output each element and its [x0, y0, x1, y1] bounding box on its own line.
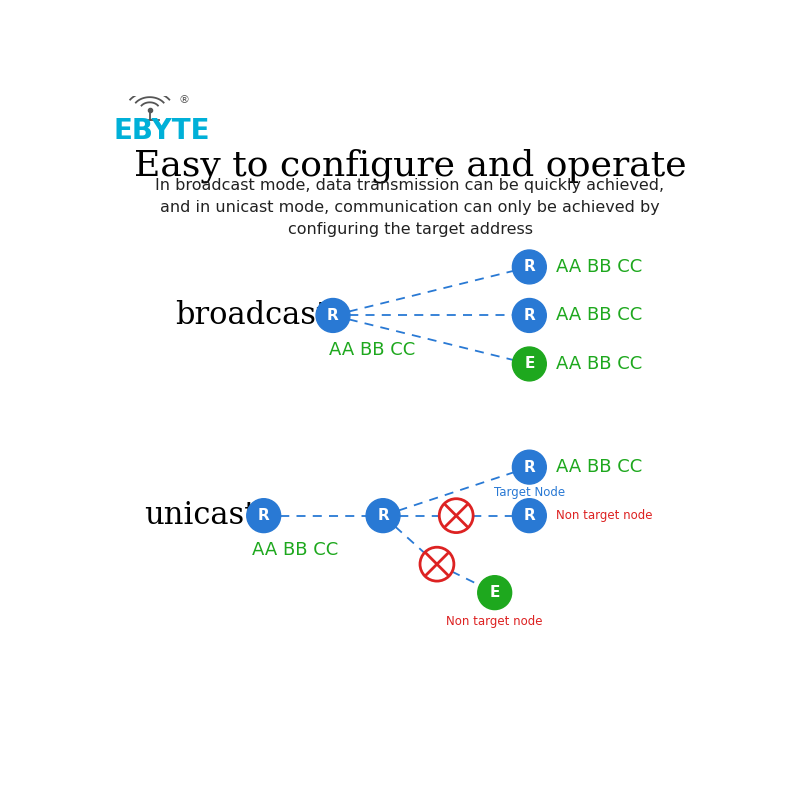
Text: In broadcast mode, data transmission can be quickly achieved,
and in unicast mod: In broadcast mode, data transmission can… — [155, 178, 665, 238]
Circle shape — [439, 498, 473, 533]
Text: R: R — [523, 308, 535, 323]
Text: R: R — [258, 508, 270, 523]
Text: ®: ® — [179, 95, 190, 105]
Text: Non target node: Non target node — [446, 615, 543, 629]
Text: R: R — [377, 508, 389, 523]
Text: AA BB CC: AA BB CC — [556, 355, 642, 373]
Text: E: E — [490, 585, 500, 600]
Circle shape — [246, 498, 281, 533]
Text: Non target node: Non target node — [556, 509, 653, 522]
Text: AA BB CC: AA BB CC — [252, 542, 338, 559]
Text: AA BB CC: AA BB CC — [556, 306, 642, 325]
Text: AA BB CC: AA BB CC — [556, 258, 642, 276]
Circle shape — [513, 450, 546, 484]
Text: EBYTE: EBYTE — [114, 117, 210, 145]
Circle shape — [478, 576, 512, 610]
Text: E: E — [524, 357, 534, 371]
Text: R: R — [523, 259, 535, 274]
Text: Easy to configure and operate: Easy to configure and operate — [134, 148, 686, 182]
Text: Target Node: Target Node — [494, 486, 565, 499]
Text: R: R — [327, 308, 339, 323]
Text: broadcast: broadcast — [175, 300, 328, 331]
Text: R: R — [523, 508, 535, 523]
Text: unicast: unicast — [144, 500, 257, 531]
Text: AA BB CC: AA BB CC — [556, 458, 642, 476]
Circle shape — [420, 547, 454, 581]
Text: AA BB CC: AA BB CC — [329, 341, 415, 359]
Text: R: R — [523, 460, 535, 474]
Circle shape — [513, 250, 546, 284]
Circle shape — [316, 298, 350, 332]
Circle shape — [366, 498, 400, 533]
Circle shape — [513, 298, 546, 332]
Circle shape — [513, 498, 546, 533]
Circle shape — [513, 347, 546, 381]
